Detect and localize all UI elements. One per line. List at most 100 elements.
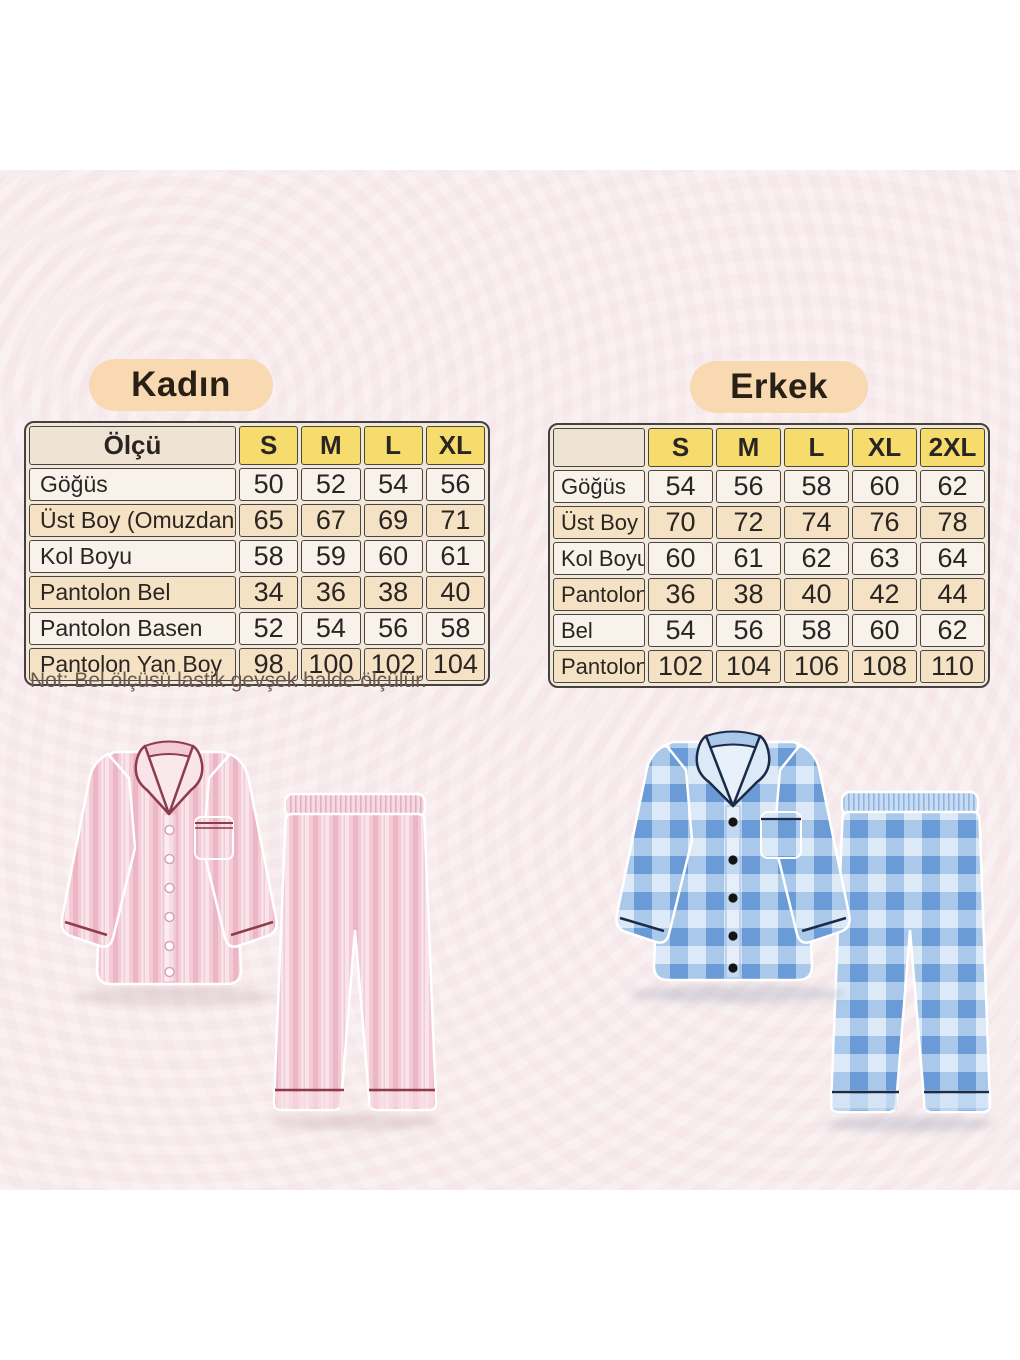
row-label: Üst Boy (Omuzdan)	[29, 504, 236, 537]
cell-value: 52	[239, 612, 299, 645]
cell-value: 104	[425, 648, 485, 681]
cell-value: 71	[425, 504, 485, 537]
left-lapel	[134, 744, 171, 816]
women-pants	[267, 792, 443, 1130]
cell-value: 56	[363, 612, 423, 645]
left-cuff-piping	[619, 916, 665, 933]
cell-value: 40	[425, 576, 485, 609]
row-label: Pantolon	[553, 578, 645, 611]
cell-value: 62	[920, 614, 985, 647]
table-row: Üst Boy 70 72 74 76 78	[553, 506, 985, 539]
cell-value: 38	[363, 576, 423, 609]
women-size-l: L	[363, 426, 423, 465]
left-cuff-piping	[64, 920, 108, 937]
pants-legs	[272, 812, 438, 1112]
cell-value: 58	[784, 470, 849, 503]
cell-value: 110	[920, 650, 985, 683]
chest-opening	[706, 736, 760, 806]
chest-pocket	[194, 816, 234, 860]
table-row: Üst Boy (Omuzdan) 65 67 69 71	[29, 504, 485, 537]
men-size-table: S M L XL 2XL Göğüs 54 56 58 60 62 Üst Bo	[548, 423, 990, 688]
men-header-row: S M L XL 2XL	[553, 428, 985, 467]
chest-pocket	[760, 811, 802, 859]
table-row: Pantolon 36 38 40 42 44	[553, 578, 985, 611]
table-row: Kol Boyu 58 59 60 61	[29, 540, 485, 573]
cell-value: 102	[648, 650, 713, 683]
right-cuff-piping	[801, 916, 847, 933]
cell-value: 65	[239, 504, 299, 537]
cell-value: 60	[852, 614, 917, 647]
cell-value: 100	[301, 648, 361, 681]
cell-value: 54	[301, 612, 361, 645]
cell-value: 102	[363, 648, 423, 681]
women-header-row: Ölçü S M L XL	[29, 426, 485, 465]
button-placket	[162, 813, 177, 983]
right-lapel	[731, 734, 771, 808]
row-label: Pantolon	[553, 650, 645, 683]
cell-value: 67	[301, 504, 361, 537]
left-lapel	[695, 734, 735, 808]
right-lapel	[167, 744, 204, 816]
right-sleeve	[772, 743, 851, 944]
right-hem-band	[370, 1092, 434, 1108]
cell-value: 42	[852, 578, 917, 611]
cell-value: 38	[716, 578, 781, 611]
left-hem-band	[833, 1094, 897, 1110]
button-placket	[725, 805, 741, 979]
cell-value: 63	[852, 542, 917, 575]
shirt-shadow	[75, 987, 275, 1005]
cell-value: 61	[716, 542, 781, 575]
cell-value: 56	[425, 468, 485, 501]
men-shirt	[615, 730, 851, 1003]
left-sleeve	[60, 752, 137, 948]
cell-value: 50	[239, 468, 299, 501]
men-title-text: Erkek	[730, 367, 828, 406]
table-row: Pantolon 102 104 106 108 110	[553, 650, 985, 683]
table-row: Bel 54 56 58 60 62	[553, 614, 985, 647]
cell-value: 34	[239, 576, 299, 609]
cell-value: 60	[852, 470, 917, 503]
cell-value: 36	[301, 576, 361, 609]
chest-opening	[145, 746, 193, 814]
row-label: Kol Boyu	[553, 542, 645, 575]
cell-value: 104	[716, 650, 781, 683]
cell-value: 60	[648, 542, 713, 575]
cell-value: 98	[239, 648, 299, 681]
cell-value: 72	[716, 506, 781, 539]
left-sleeve	[615, 743, 694, 944]
cell-value: 74	[784, 506, 849, 539]
women-title-text: Kadın	[131, 365, 231, 404]
cell-value: 54	[648, 470, 713, 503]
row-label: Üst Boy	[553, 506, 645, 539]
row-label: Kol Boyu	[29, 540, 236, 573]
left-hem-band	[276, 1092, 343, 1108]
row-label: Pantolon Basen	[29, 612, 236, 645]
cell-value: 52	[301, 468, 361, 501]
pants-legs	[829, 810, 992, 1114]
row-label: Göğüs	[29, 468, 236, 501]
men-section-title: Erkek	[690, 361, 868, 413]
cell-value: 58	[425, 612, 485, 645]
right-hem-band	[925, 1094, 987, 1110]
women-size-xl: XL	[425, 426, 485, 465]
table-row: Göğüs 50 52 54 56	[29, 468, 485, 501]
cell-value: 59	[301, 540, 361, 573]
cell-value: 106	[784, 650, 849, 683]
cell-value: 36	[648, 578, 713, 611]
women-size-s: S	[239, 426, 299, 465]
cell-value: 40	[784, 578, 849, 611]
table-row: Pantolon Basen 52 54 56 58	[29, 612, 485, 645]
women-size-table: Ölçü S M L XL Göğüs 50 52 54 56 Üst Boy …	[24, 421, 490, 686]
table-row: Pantolon Yan Boy 98 100 102 104	[29, 648, 485, 681]
cell-value: 54	[363, 468, 423, 501]
women-shirt	[60, 740, 278, 1005]
cell-value: 60	[363, 540, 423, 573]
men-size-s: S	[648, 428, 713, 467]
men-pajama-illustration	[615, 730, 995, 1132]
table-row: Göğüs 54 56 58 60 62	[553, 470, 985, 503]
cell-value: 54	[648, 614, 713, 647]
cell-value: 62	[784, 542, 849, 575]
cell-value: 108	[852, 650, 917, 683]
men-size-l: L	[784, 428, 849, 467]
